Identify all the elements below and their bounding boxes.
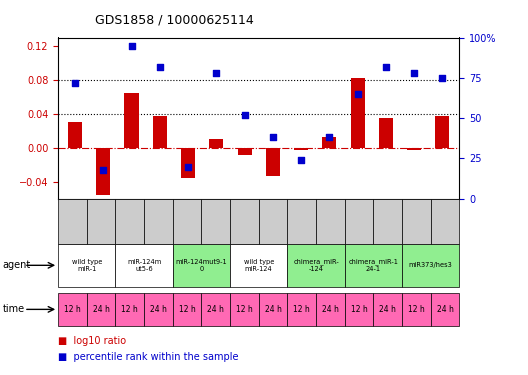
Bar — [209, 140, 223, 148]
Bar — [173, 292, 201, 326]
Text: 24 h: 24 h — [379, 305, 396, 314]
Text: 12 h: 12 h — [408, 305, 425, 314]
Bar — [431, 292, 459, 326]
Bar — [402, 244, 459, 287]
Bar — [287, 292, 316, 326]
Point — [240, 112, 249, 118]
Bar — [116, 244, 173, 287]
Text: wild type
miR-124: wild type miR-124 — [243, 259, 274, 272]
Text: agent: agent — [3, 260, 31, 270]
Text: 24 h: 24 h — [208, 305, 224, 314]
Point — [353, 91, 362, 97]
Bar — [431, 199, 459, 244]
Text: miR-124mut9-1
0: miR-124mut9-1 0 — [176, 259, 227, 272]
Bar — [181, 148, 195, 178]
Bar — [287, 244, 345, 287]
Text: miR-124m
ut5-6: miR-124m ut5-6 — [127, 259, 161, 272]
Bar — [153, 116, 167, 148]
Text: 12 h: 12 h — [121, 305, 138, 314]
Bar — [316, 199, 345, 244]
Point — [99, 167, 108, 173]
Point — [269, 135, 277, 141]
Bar — [402, 199, 431, 244]
Bar — [345, 244, 402, 287]
Text: time: time — [3, 304, 25, 314]
Text: ■  percentile rank within the sample: ■ percentile rank within the sample — [58, 352, 239, 363]
Bar — [58, 199, 87, 244]
Bar — [266, 148, 280, 176]
Bar — [125, 93, 139, 148]
Point — [325, 135, 334, 141]
Text: 12 h: 12 h — [178, 305, 195, 314]
Bar — [316, 292, 345, 326]
Text: 12 h: 12 h — [294, 305, 310, 314]
Bar — [230, 199, 259, 244]
Bar — [201, 199, 230, 244]
Bar — [116, 292, 144, 326]
Bar — [351, 78, 365, 148]
Bar — [294, 148, 308, 150]
Bar — [259, 292, 287, 326]
Bar — [96, 148, 110, 195]
Bar — [345, 199, 373, 244]
Bar — [87, 292, 116, 326]
Bar — [373, 292, 402, 326]
Point — [212, 70, 221, 76]
Point — [184, 164, 192, 170]
Bar — [144, 292, 173, 326]
Point — [438, 75, 447, 81]
Text: GDS1858 / 10000625114: GDS1858 / 10000625114 — [95, 13, 254, 26]
Point — [382, 63, 390, 69]
Bar — [345, 292, 373, 326]
Bar — [238, 148, 252, 154]
Bar — [436, 116, 449, 148]
Bar — [144, 199, 173, 244]
Text: 24 h: 24 h — [437, 305, 454, 314]
Point — [156, 63, 164, 69]
Text: 24 h: 24 h — [265, 305, 281, 314]
Bar — [87, 199, 116, 244]
Bar — [230, 292, 259, 326]
Text: 24 h: 24 h — [150, 305, 167, 314]
Bar — [68, 122, 82, 148]
Bar — [230, 244, 287, 287]
Bar — [58, 292, 87, 326]
Text: chimera_miR-1
24-1: chimera_miR-1 24-1 — [348, 258, 398, 272]
Text: miR373/hes3: miR373/hes3 — [409, 262, 452, 268]
Point — [71, 80, 79, 86]
Bar — [322, 137, 336, 148]
Point — [297, 157, 305, 163]
Bar — [402, 292, 431, 326]
Text: 24 h: 24 h — [92, 305, 109, 314]
Text: 12 h: 12 h — [351, 305, 367, 314]
Point — [127, 43, 136, 49]
Bar — [373, 199, 402, 244]
Bar — [407, 148, 421, 150]
Bar — [379, 118, 393, 148]
Bar — [201, 292, 230, 326]
Bar — [116, 199, 144, 244]
Bar — [58, 244, 116, 287]
Text: 12 h: 12 h — [236, 305, 253, 314]
Point — [410, 70, 418, 76]
Text: ■  log10 ratio: ■ log10 ratio — [58, 336, 126, 346]
Text: chimera_miR-
-124: chimera_miR- -124 — [293, 258, 339, 272]
Bar — [287, 199, 316, 244]
Bar — [259, 199, 287, 244]
Text: 24 h: 24 h — [322, 305, 339, 314]
Bar — [173, 244, 230, 287]
Text: wild type
miR-1: wild type miR-1 — [72, 259, 102, 272]
Text: 12 h: 12 h — [64, 305, 81, 314]
Bar — [173, 199, 201, 244]
